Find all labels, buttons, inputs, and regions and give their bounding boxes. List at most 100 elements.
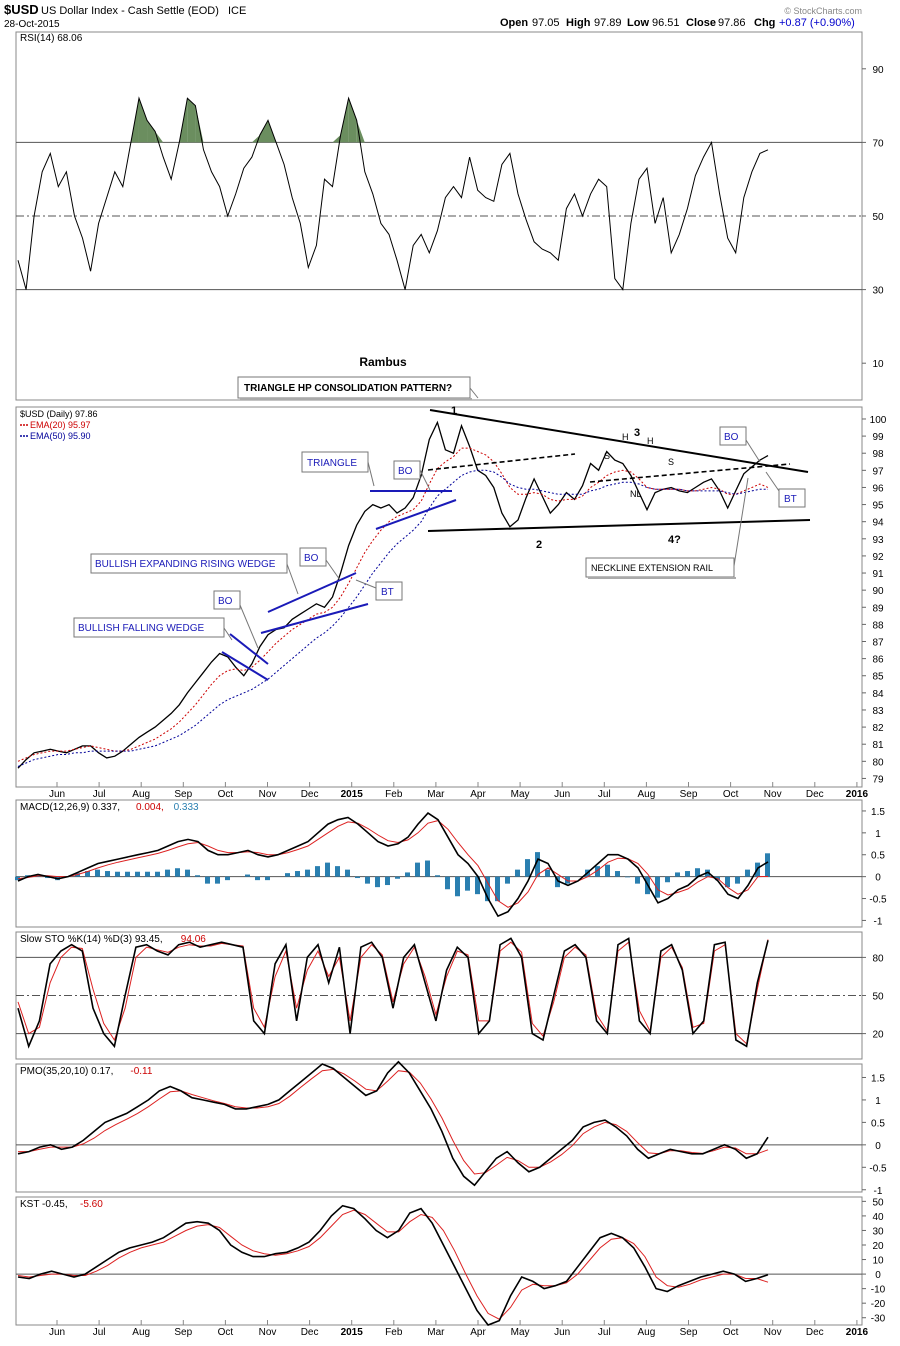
description: US Dollar Index - Cash Settle (EOD) bbox=[41, 5, 219, 17]
macd-histogram-bar bbox=[695, 868, 700, 877]
macd-histogram-bar bbox=[95, 869, 100, 877]
callout-neckline: NECKLINE EXTENSION RAIL bbox=[585, 477, 749, 579]
macd-histogram-bar bbox=[225, 876, 230, 881]
price-ytick-label: 81 bbox=[872, 740, 884, 751]
macd-histogram-bar bbox=[735, 876, 740, 884]
macd-histogram-bar bbox=[335, 866, 340, 877]
macd-histogram-bar bbox=[465, 876, 470, 891]
pmo-legend-entry: PMO(35,20,10) 0.17, bbox=[20, 1066, 113, 1077]
rsi-overbought-fill bbox=[187, 98, 196, 143]
callout-triangle-hp: TRIANGLE HP CONSOLIDATION PATTERN? bbox=[237, 376, 479, 400]
macd-histogram-bar bbox=[675, 872, 680, 877]
sto-ytick-label: 50 bbox=[872, 992, 884, 1003]
macd-ytick-label: -0.5 bbox=[869, 895, 887, 906]
neckline-dashed bbox=[589, 463, 791, 483]
macd-histogram-bar bbox=[155, 871, 160, 877]
svg-text:BO: BO bbox=[218, 596, 233, 607]
shoulder-right-label: S bbox=[668, 457, 674, 467]
sto--k-line bbox=[17, 937, 769, 1049]
kst-signal-line bbox=[17, 1209, 769, 1320]
x-tick-label: 2015 bbox=[341, 1327, 364, 1338]
low-value: 96.51 bbox=[652, 17, 680, 29]
price-ytick-label: 95 bbox=[872, 501, 884, 512]
macd-histogram-bar bbox=[515, 869, 520, 877]
macd-signal-line bbox=[17, 820, 769, 908]
x-tick-label: Oct bbox=[218, 1327, 234, 1338]
macd-histogram-bar bbox=[475, 876, 480, 895]
price-ytick-label: 94 bbox=[872, 518, 884, 529]
callout-bo-3: BO bbox=[213, 590, 259, 649]
high-label: High bbox=[566, 17, 591, 29]
price-ytick-label: 96 bbox=[872, 483, 884, 494]
x-tick-label: Jul bbox=[598, 789, 611, 800]
triangle-lower-trendline bbox=[427, 519, 811, 532]
head-right-label: H bbox=[647, 436, 654, 446]
macd-histogram-bar bbox=[265, 876, 270, 881]
macd-histogram-bar bbox=[45, 876, 50, 879]
kst-ytick-label: 10 bbox=[872, 1256, 884, 1267]
price-ytick-label: 85 bbox=[872, 672, 884, 683]
macd-histogram-bar bbox=[145, 871, 150, 877]
kst-frame bbox=[15, 1196, 863, 1326]
price-ytick-label: 87 bbox=[872, 638, 884, 649]
macd-histogram-bar bbox=[405, 872, 410, 877]
rsi-overbought-fill bbox=[195, 105, 204, 143]
x-tick-label: May bbox=[511, 1327, 530, 1338]
x-tick-label: Jul bbox=[598, 1327, 611, 1338]
symbol: $USD bbox=[4, 2, 39, 17]
price-panel: 79 80 81 82 83 84 85 86 87 88 89 90 91 92 93 94 95 96 97 98… bbox=[15, 406, 887, 788]
rsi-ytick-label: 70 bbox=[872, 138, 884, 149]
macd-ytick-label: 0 bbox=[875, 873, 881, 884]
x-tick-label: Sep bbox=[174, 1327, 192, 1338]
kst-ytick-label: 50 bbox=[872, 1197, 884, 1208]
macd-histogram-bar bbox=[305, 869, 310, 877]
chg-value: +0.87 (+0.90%) bbox=[779, 17, 855, 29]
wedge-upper-line bbox=[267, 572, 357, 613]
pmo-pmo-line bbox=[17, 1060, 769, 1187]
sto--d-line bbox=[17, 939, 769, 1045]
x-tick-label: 2015 bbox=[341, 789, 364, 800]
kst-legend-entry: KST -0.45, bbox=[20, 1199, 68, 1210]
rsi-ytick-label: 10 bbox=[872, 359, 884, 370]
price-ytick-label: 88 bbox=[872, 620, 884, 631]
svg-text:TRIANGLE HP CONSOLIDATION PATT: TRIANGLE HP CONSOLIDATION PATTERN? bbox=[244, 383, 452, 394]
x-tick-label: Jul bbox=[93, 1327, 106, 1338]
price-ytick-label: 89 bbox=[872, 603, 884, 614]
macd-histogram-bar bbox=[425, 860, 430, 877]
svg-text:TRIANGLE: TRIANGLE bbox=[307, 458, 357, 469]
kst-ytick-label: 30 bbox=[872, 1226, 884, 1237]
macd-histogram-bar bbox=[255, 876, 260, 881]
x-tick-label: Feb bbox=[385, 789, 403, 800]
close-label: Close bbox=[686, 17, 716, 29]
macd-ytick-label: 0.5 bbox=[871, 851, 885, 862]
x-tick-label: Sep bbox=[174, 789, 192, 800]
price-ytick-label: 99 bbox=[872, 432, 884, 443]
x-tick-label: Apr bbox=[470, 789, 486, 800]
macd-macd-line bbox=[17, 812, 769, 918]
kst-ytick-label: 20 bbox=[872, 1241, 884, 1252]
macd-histogram-bar bbox=[615, 871, 620, 877]
x-tick-label: Jun bbox=[49, 1327, 65, 1338]
macd-histogram-bar bbox=[445, 876, 450, 890]
callout-bt-1: BT bbox=[355, 579, 403, 601]
macd-histogram-bar bbox=[455, 876, 460, 897]
price-line bbox=[17, 420, 769, 769]
macd-histogram-bar bbox=[625, 876, 630, 878]
kst-panel: -30 -20 -10 0 10 20 30 40 50 KST -0.45, -5.60 bbox=[15, 1196, 886, 1326]
callout-bt-2: BT bbox=[765, 471, 806, 508]
macd-histogram-bar bbox=[125, 871, 130, 877]
pmo-ytick-label: 0 bbox=[875, 1141, 881, 1152]
rsi-overbought-fill bbox=[138, 98, 148, 143]
x-tick-label: Aug bbox=[132, 789, 150, 800]
x-tick-label: Oct bbox=[218, 789, 234, 800]
macd-histogram-bar bbox=[245, 874, 250, 877]
callout-triangle: TRIANGLE bbox=[301, 451, 375, 487]
x-tick-label: Nov bbox=[764, 1327, 782, 1338]
macd-legend-entry: 0.004, bbox=[136, 802, 164, 813]
chg-label: Chg bbox=[754, 17, 775, 29]
macd-histogram-bar bbox=[385, 876, 390, 886]
rsi-overbought-fill bbox=[356, 120, 365, 143]
macd-histogram-bar bbox=[315, 866, 320, 877]
triangle-bottom-line bbox=[375, 499, 457, 530]
